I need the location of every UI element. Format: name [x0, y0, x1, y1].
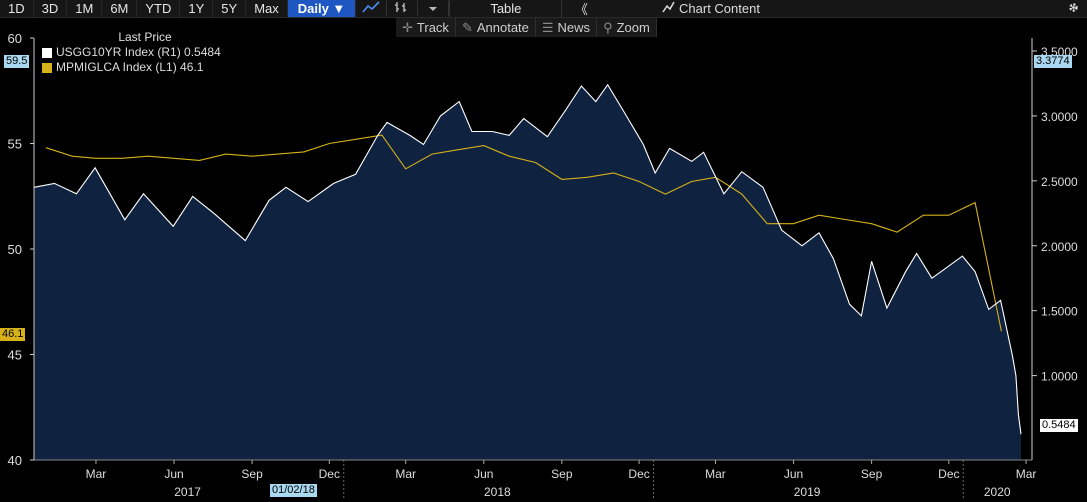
legend-swatch	[42, 62, 52, 73]
chart-legend: Last Price USGG10YR Index (R1) 0.5484 MP…	[36, 28, 254, 82]
x-tick-label: Dec	[938, 467, 959, 481]
annotate-tool[interactable]: ✎ Annotate	[456, 18, 536, 37]
chart-content-button[interactable]: Chart Content	[652, 1, 1059, 16]
x-tick-label: Dec	[628, 467, 649, 481]
year-label: 2018	[484, 485, 511, 499]
news-tool[interactable]: ☰ News	[536, 18, 598, 37]
legend-item-mpmiglca[interactable]: MPMIGLCA Index (L1) 46.1	[36, 60, 254, 75]
news-label: News	[557, 20, 591, 35]
range-1d-button[interactable]: 1D	[0, 0, 34, 17]
left-tick-label: 60	[8, 31, 22, 46]
legend-title: Last Price	[118, 30, 172, 44]
left-tick-label: 45	[8, 348, 22, 363]
left-tick-label: 55	[8, 137, 22, 152]
right-tick-label: 1.0000	[1041, 370, 1078, 384]
range-max-button[interactable]: Max	[246, 0, 288, 17]
x-tick-label: Jun	[474, 467, 493, 481]
magnifier-icon: ⚲	[603, 20, 613, 35]
left-tick-label: 50	[8, 242, 22, 257]
bar-chart-icon[interactable]	[387, 1, 419, 16]
annotate-label: Annotate	[476, 20, 529, 35]
left-tick-label: 40	[8, 453, 22, 468]
legend-item-usgg10yr[interactable]: USGG10YR Index (R1) 0.5484	[36, 45, 254, 60]
right-tick-label: 3.0000	[1041, 110, 1078, 124]
x-tick-label: Sep	[551, 467, 573, 481]
series-area-usgg10yr	[34, 84, 1021, 460]
chart-content-label: Chart Content	[679, 1, 760, 16]
frequency-dropdown[interactable]: Daily ▼	[287, 0, 357, 17]
x-tick-label: Mar	[1016, 467, 1037, 481]
range-ytd-button[interactable]: YTD	[137, 0, 181, 17]
x-tick-label: Jun	[164, 467, 183, 481]
chart-toolbar: 1D 3D 1M 6M YTD 1Y 5Y Max Daily ▼ Table …	[0, 0, 1087, 18]
right-tick-label: 1.5000	[1041, 305, 1078, 319]
x-tick-label: Mar	[395, 467, 416, 481]
table-button[interactable]: Table	[449, 0, 563, 17]
x-tick-label: Mar	[86, 467, 107, 481]
right-tick-label: 2.0000	[1041, 240, 1078, 254]
crosshair-icon: ✛	[402, 20, 413, 35]
track-label: Track	[416, 20, 449, 35]
series-line-usgg10yr	[33, 83, 1022, 435]
pencil-icon: ✎	[461, 20, 473, 35]
more-options-icon[interactable]	[418, 1, 450, 16]
range-3d-button[interactable]: 3D	[34, 0, 68, 17]
x-tick-label: Sep	[241, 467, 263, 481]
range-1m-button[interactable]: 1M	[67, 0, 103, 17]
year-label: 2019	[794, 485, 821, 499]
range-6m-button[interactable]: 6M	[102, 0, 138, 17]
zoom-label: Zoom	[616, 20, 650, 35]
right-axis-high-tag: 3.3774	[1034, 55, 1072, 68]
series-line-mpmiglca	[45, 134, 1002, 332]
x-tick-label: Jun	[784, 467, 803, 481]
news-icon: ☰	[541, 20, 554, 35]
track-tool[interactable]: ✛ Track	[396, 18, 456, 37]
crosshair-date-tag: 01/02/18	[270, 484, 317, 497]
left-axis-last-value-tag: 46.1	[0, 328, 26, 341]
gear-icon[interactable]	[1059, 1, 1087, 17]
collapse-icon[interactable]: 《	[574, 2, 588, 17]
range-1y-button[interactable]: 1Y	[180, 0, 214, 17]
zoom-tool[interactable]: ⚲ Zoom	[597, 18, 657, 37]
left-axis-high-tag: 59.5	[4, 55, 30, 68]
right-axis-last-value-tag: 0.5484	[1040, 419, 1078, 432]
legend-label: USGG10YR Index (R1) 0.5484	[56, 45, 221, 59]
line-chart-icon[interactable]	[356, 1, 388, 16]
x-tick-label: Mar	[705, 467, 726, 481]
chart-tools-bar: ✛ Track ✎ Annotate ☰ News ⚲ Zoom	[396, 18, 657, 37]
x-tick-label: Dec	[319, 467, 340, 481]
right-tick-label: 2.5000	[1041, 175, 1078, 189]
chart-content-icon	[662, 1, 679, 16]
legend-swatch	[42, 47, 52, 58]
year-label: 2020	[984, 485, 1011, 499]
legend-label: MPMIGLCA Index (L1) 46.1	[56, 60, 204, 74]
x-tick-label: Sep	[861, 467, 883, 481]
range-5y-button[interactable]: 5Y	[213, 0, 247, 17]
year-label: 2017	[174, 485, 201, 499]
